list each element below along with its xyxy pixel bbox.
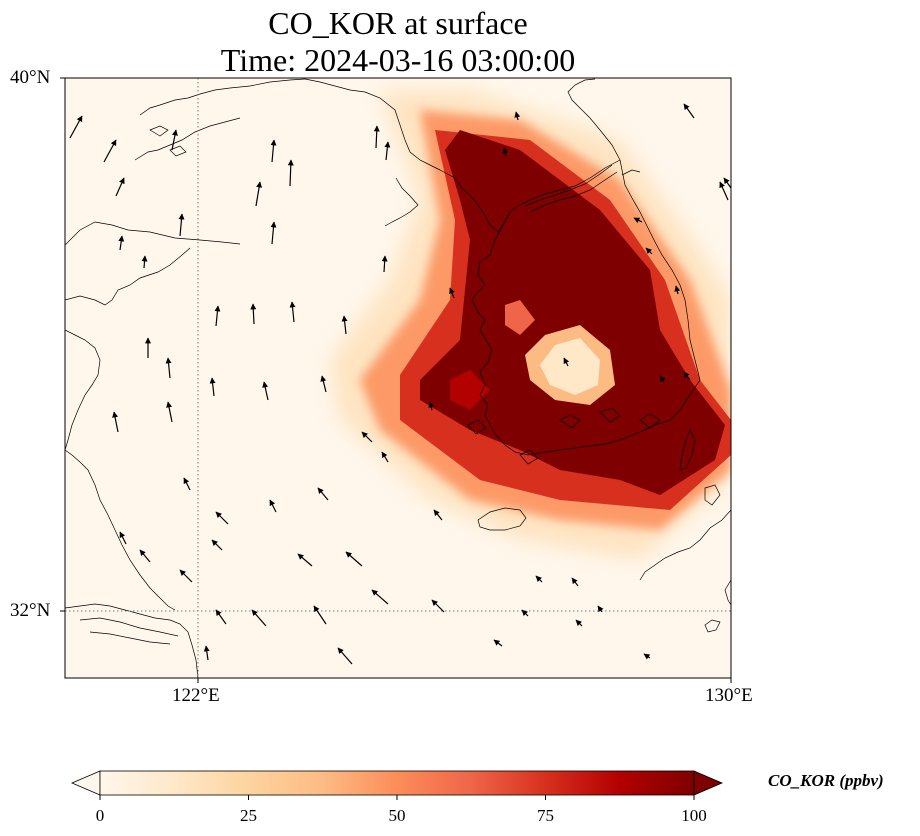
wind-arrow xyxy=(179,569,193,583)
wind-arrow xyxy=(255,181,263,207)
wind-arrow xyxy=(449,287,455,299)
colorbar-extend-max xyxy=(693,770,724,796)
colorbar-tick-25: 25 xyxy=(240,806,257,825)
wind-arrow xyxy=(433,509,443,521)
wind-arrow xyxy=(119,531,127,545)
colorbar-tick-50: 50 xyxy=(388,806,406,825)
wind-arrow xyxy=(250,303,257,325)
wind-arrow xyxy=(317,487,329,501)
wind-arrow xyxy=(69,115,83,139)
wind-arrow xyxy=(723,177,732,189)
wind-arrow xyxy=(262,381,269,401)
axis-ticks xyxy=(60,77,732,683)
chart-title-line1: CO_KOR at surface xyxy=(268,5,528,41)
colorbar-tick-75: 75 xyxy=(537,806,554,825)
colorbar-label: CO_KOR (ppbv) xyxy=(768,771,884,790)
gridlines xyxy=(65,78,731,678)
lon-label-left: 122°E xyxy=(172,685,220,706)
wind-arrow xyxy=(165,357,172,379)
wind-arrow xyxy=(269,499,277,513)
wind-arrow xyxy=(597,605,604,613)
wind-arrow xyxy=(428,401,435,411)
wind-arrow xyxy=(287,159,294,187)
colorbar-gradient xyxy=(100,771,694,795)
wind-arrow xyxy=(183,477,191,491)
colorbar-tick-100: 100 xyxy=(681,806,707,825)
wind-arrow xyxy=(166,401,173,423)
lat-label-top: 40°N xyxy=(10,67,51,88)
wind-arrow xyxy=(251,609,267,627)
wind-arrow xyxy=(381,451,389,463)
wind-arrow xyxy=(139,549,151,563)
wind-arrow xyxy=(118,235,125,251)
wind-arrow xyxy=(297,553,313,567)
wind-arrow xyxy=(171,129,178,151)
wind-arrow xyxy=(141,255,148,269)
lon-label-right: 130°E xyxy=(705,685,753,706)
wind-arrow xyxy=(571,577,579,587)
wind-arrow xyxy=(521,609,529,617)
wind-arrow xyxy=(203,645,210,661)
wind-arrow xyxy=(320,375,327,393)
wind-arrow xyxy=(215,511,229,525)
wind-arrow xyxy=(270,221,277,245)
wind-arrow xyxy=(270,139,277,163)
wind-arrow xyxy=(289,301,296,323)
wind-arrow xyxy=(659,375,666,383)
lat-label-bottom: 32°N xyxy=(10,600,51,621)
wind-arrow xyxy=(341,315,348,335)
wind-arrow xyxy=(381,255,388,273)
wind-arrow xyxy=(502,147,509,157)
wind-arrow xyxy=(215,609,227,625)
map-frame xyxy=(64,77,732,679)
wind-arrow xyxy=(211,539,223,551)
wind-arrow xyxy=(535,575,543,583)
wind-arrow xyxy=(493,639,503,647)
wind-arrow xyxy=(115,177,125,197)
wind-arrow xyxy=(209,377,216,397)
wind-arrow xyxy=(103,139,117,163)
wind-vectors xyxy=(69,103,732,665)
colorbar-tick-0: 0 xyxy=(95,806,105,825)
wind-arrow xyxy=(361,431,373,443)
wind-arrow xyxy=(633,217,643,224)
chart-title-line2: Time: 2024-03-16 03:00:00 xyxy=(220,42,576,78)
wind-arrow xyxy=(575,619,583,627)
wind-arrow xyxy=(683,103,695,119)
wind-arrow xyxy=(384,141,391,161)
colorbar xyxy=(70,770,724,800)
wind-arrow xyxy=(674,285,681,295)
wind-arrow xyxy=(214,305,221,327)
wind-arrow xyxy=(719,181,729,201)
colorbar-extend-min xyxy=(70,770,101,796)
wind-arrow xyxy=(683,371,691,381)
wind-arrow xyxy=(371,589,389,605)
wind-arrow xyxy=(563,357,570,367)
wind-arrow xyxy=(112,411,119,433)
wind-arrow xyxy=(373,125,380,149)
wind-arrow xyxy=(643,653,651,660)
wind-arrow xyxy=(345,551,363,567)
wind-arrow xyxy=(178,213,185,237)
wind-arrow xyxy=(431,599,445,613)
wind-arrow xyxy=(313,605,327,625)
wind-arrow xyxy=(645,247,653,255)
wind-arrow xyxy=(514,111,521,121)
wind-arrow xyxy=(337,647,353,665)
coastlines xyxy=(65,78,731,678)
